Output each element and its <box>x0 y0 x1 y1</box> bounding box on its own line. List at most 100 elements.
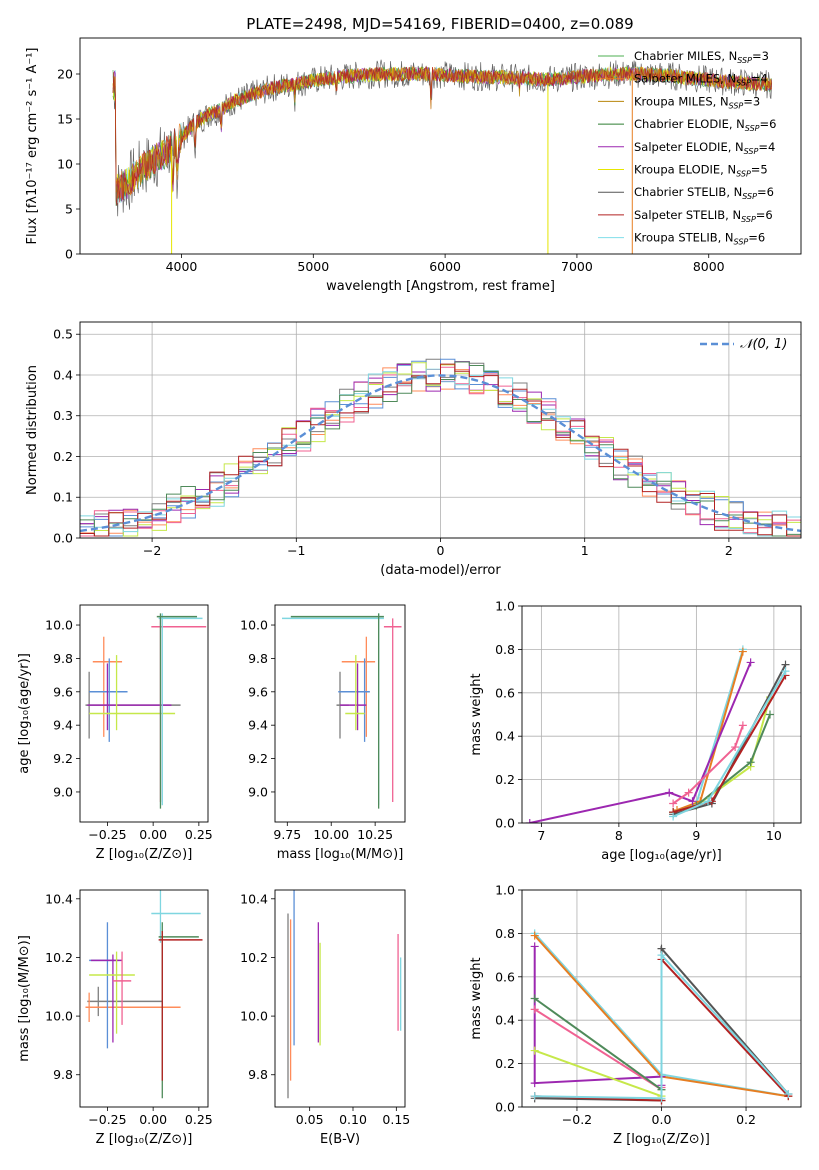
weight-marker <box>657 1094 666 1103</box>
x-tick-label: 7000 <box>561 259 593 274</box>
plot-frame <box>521 605 802 824</box>
y-tick-label: 0.0 <box>495 816 515 831</box>
plot-frame <box>274 604 406 823</box>
spectrum-line <box>112 66 772 203</box>
y-tick-label: 0.3 <box>53 408 73 423</box>
y-tick-label: 0.2 <box>495 1056 515 1071</box>
y-tick-label: 0.8 <box>495 926 515 941</box>
y-tick-label: 9.8 <box>53 1067 73 1082</box>
y-tick-label: 0.0 <box>53 531 73 546</box>
legend-label: Kroupa MILES, NSSP=3 <box>634 94 760 110</box>
weight-marker <box>669 812 678 821</box>
y-tick-label: 9.8 <box>53 651 73 666</box>
y-tick-label: 0.1 <box>53 490 73 505</box>
legend-label: Chabrier MILES, NSSP=3 <box>634 49 769 65</box>
plot-area-mass_vs_Z <box>85 890 203 1099</box>
x-tick-label: 8000 <box>693 259 725 274</box>
x-tick-label: −1 <box>287 543 305 558</box>
x-tick-label: 0.2 <box>736 1112 756 1127</box>
weight-marker <box>657 951 666 960</box>
y-axis-label: mass weight <box>469 673 484 755</box>
legend-label: Salpeter ELODIE, NSSP=4 <box>634 140 775 156</box>
y-tick-label: 0 <box>65 247 73 262</box>
plot-weight_vs_age: 7 8 9 10 0.0 0.2 0.4 0.6 0.8 1.0 age [log₁₀(age/yr… <box>469 599 802 863</box>
weight-marker <box>530 1046 539 1055</box>
plot-residuals: −2 −1 0 1 2 0.0 0.1 0.2 0.3 0.4 0.5 (data-model)/er… <box>25 321 802 578</box>
plot-area-mass_vs_EBV <box>287 890 402 1099</box>
weight-marker <box>684 788 693 797</box>
x-axis-label: wavelength [Angstrom, rest frame] <box>326 279 555 294</box>
weight-marker <box>738 647 747 656</box>
y-tick-label: 0.6 <box>495 685 515 700</box>
plot-area-age_vs_Z <box>85 613 207 809</box>
plot-frame <box>79 37 802 255</box>
weight-series <box>534 952 790 1100</box>
weight-marker <box>784 1089 793 1098</box>
y-tick-label: 0.4 <box>495 729 515 744</box>
y-tick-label: 10.2 <box>240 950 268 965</box>
plot-area-residuals <box>80 358 801 537</box>
x-tick-label: 0.25 <box>185 827 213 842</box>
y-tick-label: 10.4 <box>45 891 73 906</box>
plot-age_vs_Z: −0.25 0.00 0.25 9.0 9.2 9.4 9.6 9.8 10.0 Z [log₁₀… <box>17 604 213 862</box>
y-tick-label: 15 <box>57 112 73 127</box>
legend-label: Chabrier ELODIE, NSSP=6 <box>634 117 776 133</box>
x-axis-label: Z [log₁₀(Z/Z⊙)] <box>96 1132 193 1147</box>
y-tick-label: 0.2 <box>53 449 73 464</box>
weight-series <box>534 1008 663 1092</box>
weight-marker <box>665 788 674 797</box>
plot-area-spectrum <box>112 59 773 254</box>
x-tick-label: 2 <box>725 543 733 558</box>
y-axis-label: Flux [fλ10⁻¹⁷ erg cm⁻² s⁻¹ A⁻¹] <box>25 48 40 245</box>
y-tick-label: 9.8 <box>248 651 268 666</box>
x-tick-label: 10.00 <box>313 827 349 842</box>
y-axis-label: age [log₁₀(age/yr)] <box>17 653 32 774</box>
y-tick-label: 0.4 <box>495 1013 515 1028</box>
plot-frame <box>79 889 209 1108</box>
legend-label: Salpeter STELIB, NSSP=6 <box>634 208 773 224</box>
legend-label: Kroupa STELIB, NSSP=6 <box>634 231 765 247</box>
y-tick-label: 5 <box>65 202 73 217</box>
y-tick-label: 9.6 <box>53 684 73 699</box>
spectrum-line <box>112 65 773 200</box>
x-tick-label: 5000 <box>297 259 329 274</box>
y-tick-label: 10.2 <box>45 950 73 965</box>
x-tick-label: 0.00 <box>139 827 167 842</box>
plot-frame <box>79 604 209 823</box>
y-tick-label: 9.8 <box>248 1067 268 1082</box>
weight-marker <box>704 797 712 806</box>
weight-series <box>529 662 752 823</box>
x-tick-label: −2 <box>143 543 161 558</box>
legend-label: Chabrier STELIB, NSSP=6 <box>634 185 774 201</box>
y-tick-label: 10.0 <box>240 1009 268 1024</box>
y-tick-label: 9.4 <box>53 718 73 733</box>
y-tick-label: 10.0 <box>45 1009 73 1024</box>
histogram-series <box>80 361 801 537</box>
y-tick-label: 20 <box>57 67 73 82</box>
x-tick-label: 10 <box>766 828 782 843</box>
x-tick-label: 0.0 <box>652 1112 672 1127</box>
x-axis-label: Z [log₁₀(Z/Z⊙)] <box>96 847 193 862</box>
x-axis-label: age [log₁₀(age/yr)] <box>601 848 722 863</box>
weight-marker <box>746 758 755 767</box>
plot-area-weight_vs_age <box>525 645 790 823</box>
x-tick-label: 4000 <box>166 259 198 274</box>
weight-marker <box>738 721 747 730</box>
plot-area-weight_vs_Z <box>530 929 793 1105</box>
y-tick-label: 9.0 <box>53 784 73 799</box>
x-axis-label: mass [log₁₀(M/M⊙)] <box>277 847 404 862</box>
y-tick-label: 9.0 <box>248 784 268 799</box>
y-tick-label: 0.0 <box>495 1100 515 1115</box>
x-tick-label: −0.2 <box>562 1112 592 1127</box>
weight-marker <box>530 942 539 951</box>
x-tick-label: 1 <box>581 543 589 558</box>
y-tick-label: 9.2 <box>53 751 73 766</box>
y-tick-label: 1.0 <box>495 599 515 614</box>
gaussian-curve <box>80 374 801 533</box>
plot-mass_vs_Z: −0.25 0.00 0.25 9.8 10.0 10.2 10.4 Z [log₁₀(Z/Z… <box>17 889 213 1147</box>
weight-series <box>672 696 771 814</box>
spectrum-line <box>112 66 773 204</box>
y-tick-label: 9.4 <box>248 718 268 733</box>
weight-marker <box>781 667 790 676</box>
